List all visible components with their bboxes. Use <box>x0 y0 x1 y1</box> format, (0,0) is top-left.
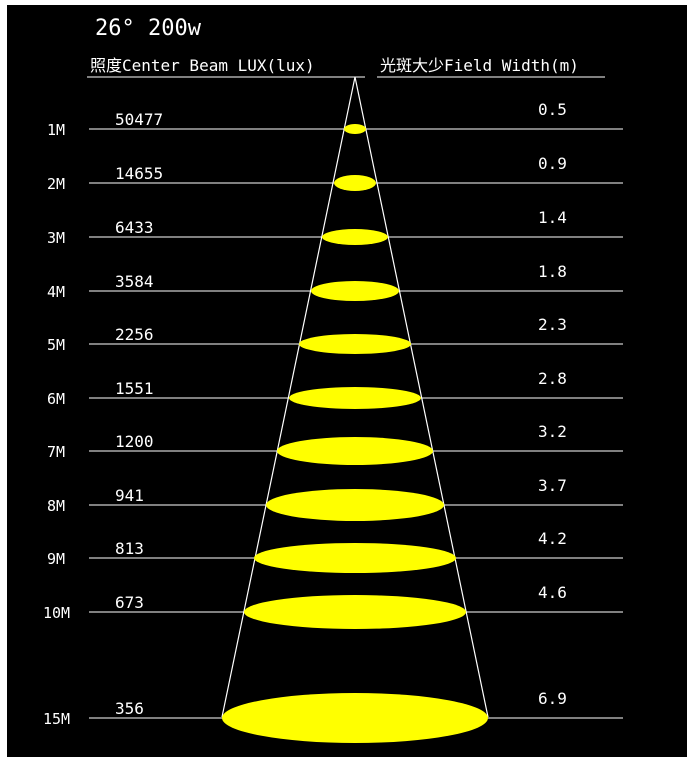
measurement-row: 6M 1551 2.8 <box>47 369 623 409</box>
cone-left-edge <box>221 76 356 718</box>
field-width-value: 6.9 <box>538 689 567 708</box>
beam-spot <box>334 175 376 191</box>
measurement-row: 3M 6433 1.4 <box>47 208 623 247</box>
measurement-rows: 1M 50477 0.5 2M 14655 0.9 3M 6433 1.4 4M 3584 1.8 5M… <box>43 100 623 743</box>
lux-value: 813 <box>115 539 144 558</box>
beam-spot <box>322 229 388 245</box>
beam-spot <box>222 693 488 743</box>
distance-label: 15M <box>43 710 70 728</box>
lux-value: 50477 <box>115 110 163 129</box>
lux-value: 14655 <box>115 164 163 183</box>
diagram-title: 26° 200w <box>95 16 202 41</box>
lux-value: 3584 <box>115 272 154 291</box>
measurement-row: 15M 356 6.9 <box>43 689 623 743</box>
lux-value: 2256 <box>115 325 154 344</box>
distance-label: 7M <box>47 443 65 461</box>
beam-angle-diagram: 26° 200w 照度Center Beam LUX(lux) 光斑大少Fiel… <box>43 16 623 743</box>
beam-spot <box>311 281 399 301</box>
distance-label: 5M <box>47 336 65 354</box>
beam-spot <box>277 437 433 465</box>
cone-right-edge <box>354 76 489 718</box>
beam-spot <box>266 489 444 521</box>
beam-diagram-canvas: 26° 200w 照度Center Beam LUX(lux) 光斑大少Fiel… <box>7 5 687 757</box>
distance-label: 2M <box>47 175 65 193</box>
beam-spot <box>289 387 421 409</box>
beam-spot <box>254 543 456 573</box>
lux-value: 356 <box>115 699 144 718</box>
lux-value: 941 <box>115 486 144 505</box>
field-width-value: 1.4 <box>538 208 567 227</box>
distance-label: 3M <box>47 229 65 247</box>
field-width-value: 3.2 <box>538 422 567 441</box>
distance-label: 4M <box>47 283 65 301</box>
beam-spot <box>244 595 466 629</box>
measurement-row: 1M 50477 0.5 <box>47 100 623 139</box>
measurement-row: 4M 3584 1.8 <box>47 262 623 301</box>
distance-label: 1M <box>47 121 65 139</box>
header-field-width: 光斑大少Field Width(m) <box>380 56 579 75</box>
field-width-value: 2.8 <box>538 369 567 388</box>
field-width-value: 3.7 <box>538 476 567 495</box>
distance-label: 10M <box>43 604 70 622</box>
lux-value: 673 <box>115 593 144 612</box>
measurement-row: 9M 813 4.2 <box>47 529 623 573</box>
field-width-value: 0.9 <box>538 154 567 173</box>
measurement-row: 5M 2256 2.3 <box>47 315 623 354</box>
measurement-row: 2M 14655 0.9 <box>47 154 623 193</box>
distance-label: 6M <box>47 390 65 408</box>
beam-spot <box>299 334 411 354</box>
measurement-row: 10M 673 4.6 <box>43 583 623 629</box>
field-width-value: 4.2 <box>538 529 567 548</box>
beam-cone <box>221 76 489 718</box>
field-width-value: 1.8 <box>538 262 567 281</box>
field-width-value: 0.5 <box>538 100 567 119</box>
lux-value: 6433 <box>115 218 154 237</box>
measurement-row: 7M 1200 3.2 <box>47 422 623 465</box>
lux-value: 1551 <box>115 379 154 398</box>
distance-label: 9M <box>47 550 65 568</box>
field-width-value: 2.3 <box>538 315 567 334</box>
measurement-row: 8M 941 3.7 <box>47 476 623 521</box>
beam-spot <box>344 124 366 134</box>
field-width-value: 4.6 <box>538 583 567 602</box>
distance-label: 8M <box>47 497 65 515</box>
header-center-beam-lux: 照度Center Beam LUX(lux) <box>90 56 315 75</box>
lux-value: 1200 <box>115 432 154 451</box>
